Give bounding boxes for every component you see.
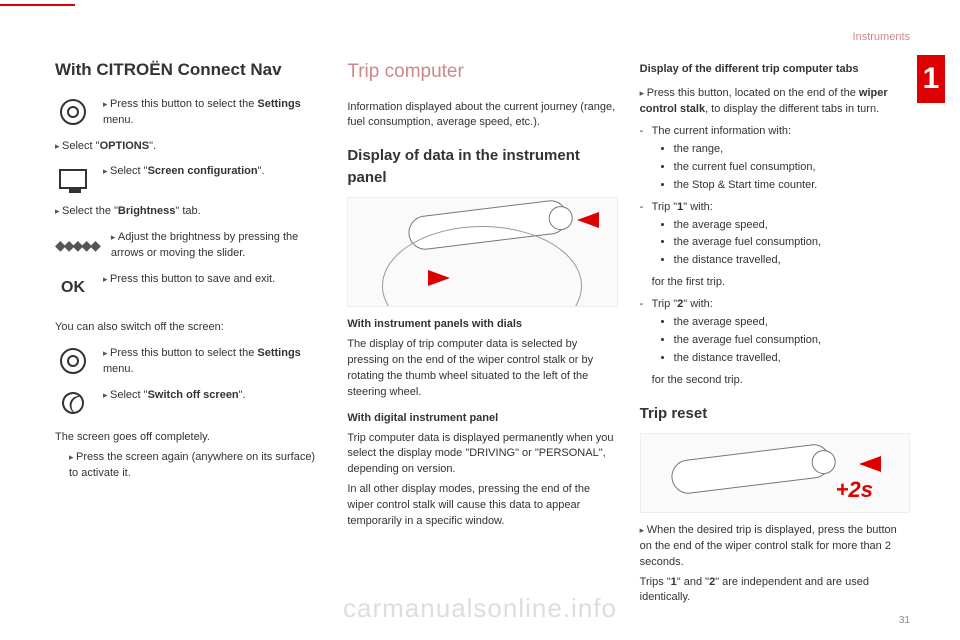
list-item: the range, [674, 142, 910, 158]
press-button-text: Press this button, located on the end of… [640, 86, 910, 118]
column-1: With CITROËN Connect Nav Press this butt… [55, 58, 325, 610]
off-text: The screen goes off completely. [55, 430, 325, 446]
row-switchoff: Select "Switch off screen". [55, 388, 325, 418]
list-item: the distance travelled, [674, 253, 910, 269]
row-settings-1-text: Press this button to select the Settings… [103, 97, 325, 129]
block3-intro: Trip "2" with: [652, 298, 713, 310]
col2-intro: Information displayed about the current … [347, 100, 617, 132]
block1: The current information with: the range,… [640, 124, 910, 194]
column-3: Display of the different trip computer t… [640, 58, 910, 610]
block3-items: the average speed, the average fuel cons… [652, 315, 910, 367]
p2-title: With digital instrument panel [347, 412, 498, 424]
row-adjust-brightness: ◆◆◆◆◆ Adjust the brightness by pressing … [55, 230, 325, 262]
block2-items: the average speed, the average fuel cons… [652, 218, 910, 270]
switchoff-intro: You can also switch off the screen: [55, 320, 325, 336]
list-item: the average fuel consumption, [674, 333, 910, 349]
block3: Trip "2" with: the average speed, the av… [640, 297, 910, 389]
tabs-title: Display of the different trip computer t… [640, 63, 859, 75]
column-2: Trip computer Information displayed abou… [347, 58, 617, 610]
block2-intro: Trip "1" with: [652, 201, 713, 213]
gear-icon-2 [55, 346, 91, 376]
reset-title: Trip reset [640, 403, 910, 425]
list-item: the distance travelled, [674, 351, 910, 367]
row-settings-1: Press this button to select the Settings… [55, 97, 325, 129]
stalk-illustration-1 [347, 197, 617, 307]
list-item: the average speed, [674, 218, 910, 234]
p2b-text: In all other display modes, pressing the… [347, 482, 617, 530]
page-number: 31 [899, 614, 910, 629]
row-brightness-tab: Select the "Brightness" tab. [55, 204, 325, 220]
col2-title: Trip computer [347, 58, 617, 86]
reset-tail: Trips "1" and "2" are independent and ar… [640, 575, 910, 607]
header-section-label: Instruments [853, 30, 910, 46]
block1-intro: The current information with: [652, 125, 791, 137]
row-screen-config-text: Select "Screen configuration". [103, 164, 325, 180]
plus-2s-label: +2s [836, 474, 873, 506]
moon-icon [55, 388, 91, 418]
block2: Trip "1" with: the average speed, the av… [640, 200, 910, 292]
row-screen-config: Select "Screen configuration". [55, 164, 325, 194]
row-options: Select "OPTIONS". [55, 139, 325, 155]
row-settings-2: Press this button to select the Settings… [55, 346, 325, 378]
block2-tail: for the first trip. [652, 276, 725, 288]
col2-subtitle: Display of data in the instrument panel [347, 145, 617, 189]
reset-text: When the desired trip is displayed, pres… [640, 523, 910, 571]
screen-icon [55, 164, 91, 194]
row-settings-2-text: Press this button to select the Settings… [103, 346, 325, 378]
row-ok-text: Press this button to save and exit. [103, 272, 325, 288]
row-reactivate: Press the screen again (anywhere on its … [55, 450, 325, 482]
p1-title: With instrument panels with dials [347, 318, 522, 330]
gear-icon [55, 97, 91, 127]
chapter-number-badge: 1 [917, 55, 945, 103]
p1-text: The display of trip computer data is sel… [347, 337, 617, 401]
row-switchoff-text: Select "Switch off screen". [103, 388, 325, 404]
col1-title: With CITROËN Connect Nav [55, 58, 325, 83]
row-adjust-brightness-text: Adjust the brightness by pressing the ar… [111, 230, 325, 262]
list-item: the Stop & Start time counter. [674, 178, 910, 194]
stalk-illustration-2: +2s [640, 433, 910, 513]
row-ok: OK Press this button to save and exit. [55, 272, 325, 302]
block1-items: the range, the current fuel consumption,… [652, 142, 910, 194]
slider-dots-icon: ◆◆◆◆◆ [55, 230, 99, 260]
list-item: the average fuel consumption, [674, 235, 910, 251]
ok-icon: OK [55, 272, 91, 302]
list-item: the average speed, [674, 315, 910, 331]
top-red-bar [0, 4, 75, 6]
page-content: With CITROËN Connect Nav Press this butt… [0, 0, 960, 630]
list-item: the current fuel consumption, [674, 160, 910, 176]
p2a-text: Trip computer data is displayed permanen… [347, 431, 617, 479]
block3-tail: for the second trip. [652, 374, 743, 386]
